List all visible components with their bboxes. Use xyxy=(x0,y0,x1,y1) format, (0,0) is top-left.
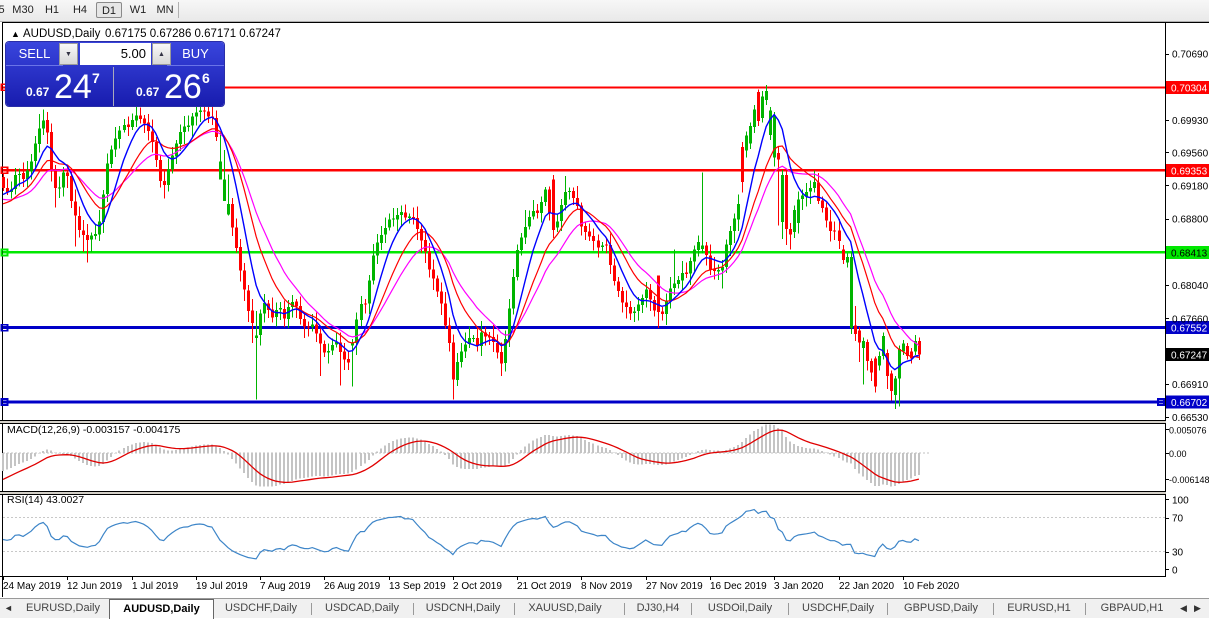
svg-text:30: 30 xyxy=(1172,548,1184,559)
svg-text:0.67660: 0.67660 xyxy=(1172,314,1209,325)
svg-text:7 Aug 2019: 7 Aug 2019 xyxy=(260,581,311,592)
svg-text:0.66702: 0.66702 xyxy=(1171,398,1208,409)
svg-text:0.67247: 0.67247 xyxy=(1171,350,1208,361)
svg-text:2 Oct 2019: 2 Oct 2019 xyxy=(453,581,502,592)
svg-text:24 May 2019: 24 May 2019 xyxy=(3,581,61,592)
svg-text:0.69560: 0.69560 xyxy=(1172,148,1209,159)
svg-text:0.67175 0.67286 0.67171 0.6724: 0.67175 0.67286 0.67171 0.67247 xyxy=(105,28,281,40)
svg-text:-0.006148: -0.006148 xyxy=(1169,475,1209,485)
svg-text:0.68800: 0.68800 xyxy=(1172,215,1209,226)
svg-text:16 Dec 2019: 16 Dec 2019 xyxy=(710,581,767,592)
svg-text:0.69180: 0.69180 xyxy=(1172,182,1209,193)
svg-text:0.67552: 0.67552 xyxy=(1171,324,1208,335)
svg-text:0.66910: 0.66910 xyxy=(1172,380,1209,391)
svg-text:RSI(14) 43.0027: RSI(14) 43.0027 xyxy=(7,494,84,506)
svg-text:1 Jul 2019: 1 Jul 2019 xyxy=(132,581,179,592)
svg-text:0.68413: 0.68413 xyxy=(1171,249,1208,260)
svg-text:13 Sep 2019: 13 Sep 2019 xyxy=(389,581,446,592)
svg-text:27 Nov 2019: 27 Nov 2019 xyxy=(646,581,703,592)
svg-text:0: 0 xyxy=(1172,565,1178,576)
svg-text:0.005076: 0.005076 xyxy=(1169,425,1207,435)
svg-text:AUDUSD,Daily: AUDUSD,Daily xyxy=(23,28,101,40)
svg-text:70: 70 xyxy=(1172,514,1184,525)
svg-text:0.68040: 0.68040 xyxy=(1172,281,1209,292)
svg-text:0.69930: 0.69930 xyxy=(1172,116,1209,127)
svg-text:21 Oct 2019: 21 Oct 2019 xyxy=(517,581,572,592)
svg-text:0.69353: 0.69353 xyxy=(1171,166,1208,177)
svg-text:3 Jan 2020: 3 Jan 2020 xyxy=(774,581,824,592)
svg-text:22 Jan 2020: 22 Jan 2020 xyxy=(839,581,894,592)
svg-text:19 Jul 2019: 19 Jul 2019 xyxy=(196,581,248,592)
svg-text:10 Feb 2020: 10 Feb 2020 xyxy=(903,581,960,592)
svg-text:MACD(12,26,9) -0.003157 -0.004: MACD(12,26,9) -0.003157 -0.004175 xyxy=(7,424,181,436)
svg-text:0.66530: 0.66530 xyxy=(1172,413,1209,424)
svg-text:0.70304: 0.70304 xyxy=(1171,83,1208,94)
svg-text:8 Nov 2019: 8 Nov 2019 xyxy=(581,581,633,592)
svg-text:100: 100 xyxy=(1172,495,1189,506)
svg-text:0.00: 0.00 xyxy=(1169,449,1187,459)
svg-text:26 Aug 2019: 26 Aug 2019 xyxy=(324,581,381,592)
svg-text:0.70690: 0.70690 xyxy=(1172,50,1209,61)
svg-text:▲: ▲ xyxy=(11,29,20,39)
svg-text:12 Jun 2019: 12 Jun 2019 xyxy=(67,581,122,592)
